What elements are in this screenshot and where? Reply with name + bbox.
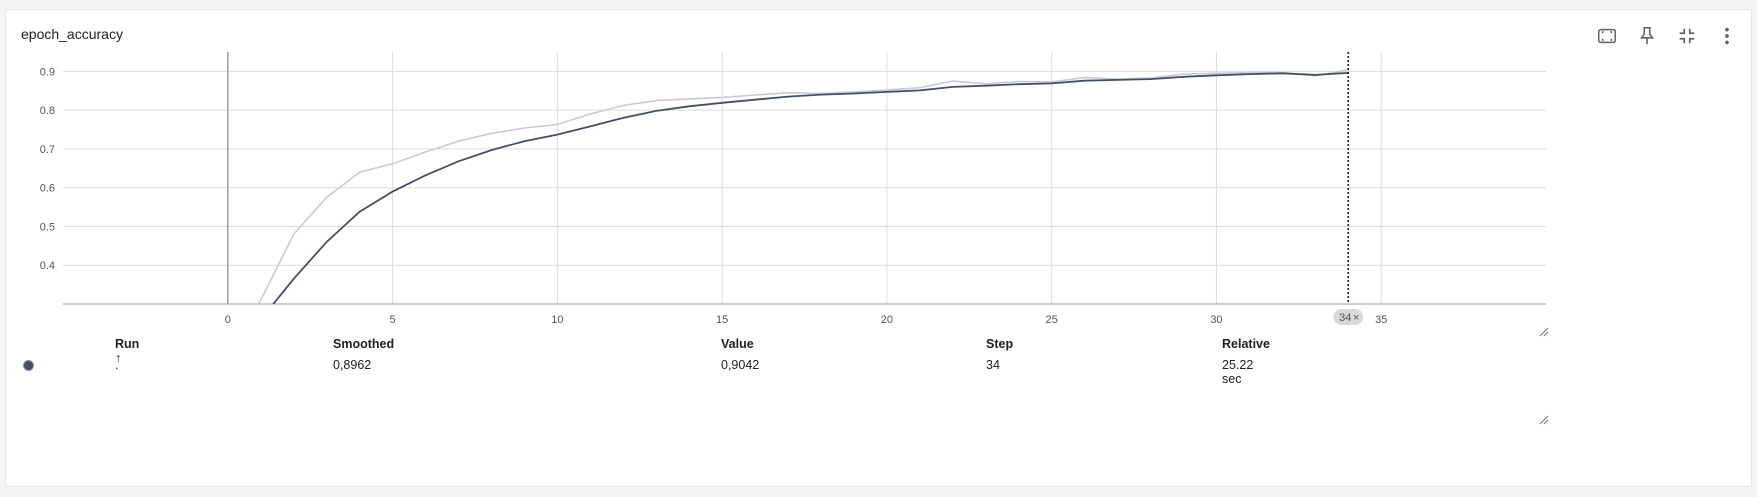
cell-step: 34 <box>986 358 1000 372</box>
line-chart[interactable]: 0.4 0.5 0.6 0.7 0.8 0.9 0 5 10 15 20 25 30 35 34 × <box>6 10 1751 350</box>
run-color-dot <box>23 360 34 371</box>
more-vert-icon <box>1725 27 1729 45</box>
y-tick-label: 0.9 <box>40 66 55 78</box>
raw-series-line <box>257 69 1349 304</box>
column-header-value[interactable]: Value <box>721 337 754 351</box>
collapse-icon <box>1679 28 1695 44</box>
x-tick-label: 20 <box>881 314 893 326</box>
x-tick-label: 35 <box>1375 314 1387 326</box>
sort-ascending-icon: ↑ <box>115 351 122 365</box>
x-tick-label: 30 <box>1210 314 1222 326</box>
toggle-full-size-button[interactable] <box>1673 22 1701 50</box>
y-tick-label: 0.7 <box>40 144 55 156</box>
chart-resize-handle[interactable] <box>1539 324 1549 337</box>
y-tick-label: 0.4 <box>40 260 55 272</box>
more-options-button[interactable] <box>1713 22 1741 50</box>
column-header-smoothed[interactable]: Smoothed <box>333 337 395 351</box>
hover-close-icon: × <box>1353 312 1359 324</box>
card-toolbar <box>1593 22 1741 50</box>
x-tick-label: 15 <box>716 314 728 326</box>
smoothed-series-line <box>272 72 1349 304</box>
y-tick-label: 0.6 <box>40 183 55 195</box>
pin-button[interactable] <box>1633 22 1661 50</box>
column-header-run[interactable]: Run ↑ <box>115 337 140 365</box>
card-title: epoch_accuracy <box>21 26 123 42</box>
x-tick-label: 10 <box>551 314 563 326</box>
y-tick-label: 0.5 <box>40 221 55 233</box>
x-tick-label: 5 <box>389 314 395 326</box>
resize-icon <box>1539 415 1549 425</box>
hover-step-badge <box>1333 309 1364 325</box>
table-resize-handle[interactable] <box>1539 412 1549 425</box>
x-tick-label: 0 <box>225 314 231 326</box>
scalar-card: epoch_accuracy 0.4 0.5 0.6 0.7 0.8 0 <box>5 9 1752 487</box>
resize-icon <box>1539 327 1549 337</box>
column-header-step[interactable]: Step <box>986 337 1014 351</box>
x-tick-label: 25 <box>1046 314 1058 326</box>
cell-relative: 25.22 sec <box>1222 358 1254 386</box>
cell-smoothed: 0,8962 <box>333 358 372 372</box>
column-header-relative[interactable]: Relative <box>1222 337 1270 351</box>
pin-icon <box>1639 26 1655 45</box>
fit-domain-button[interactable] <box>1593 22 1621 50</box>
cell-value: 0,9042 <box>721 358 760 372</box>
y-tick-label: 0.8 <box>40 105 55 117</box>
cell-run: . <box>115 358 119 372</box>
hover-step-label: 34 <box>1339 312 1351 324</box>
fit-domain-icon <box>1598 28 1616 44</box>
